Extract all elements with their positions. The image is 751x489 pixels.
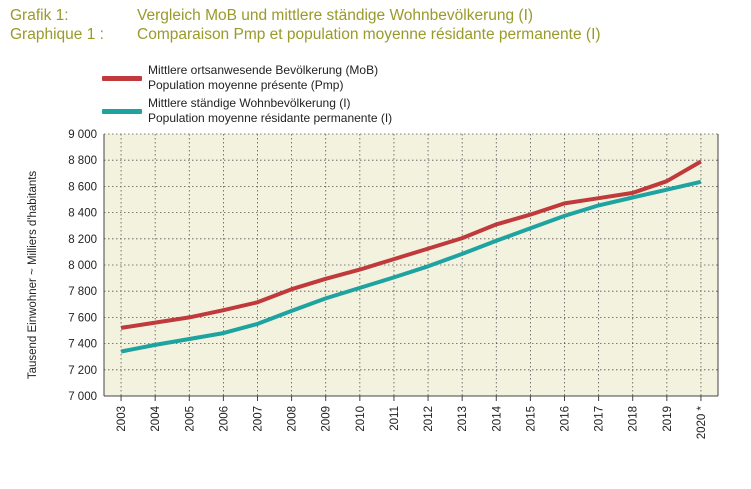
legend-label-mob-fr: Population moyenne présente (Pmp) (148, 78, 344, 92)
plot-area (104, 134, 718, 396)
x-tick-label: 2018 (628, 406, 640, 432)
y-tick-label: 7 000 (68, 391, 97, 403)
legend: Mittlere ortsanwesende Bevölkerung (MoB)… (102, 63, 392, 129)
y-tick-label: 8 600 (68, 181, 97, 193)
x-tick-label: 2016 (560, 406, 572, 432)
legend-label-mob-de: Mittlere ortsanwesende Bevölkerung (MoB) (148, 63, 379, 77)
x-axis-ticks: 2003 2004 2005 2006 2007 2008 2009 2010 2011 2012… (116, 396, 708, 439)
y-axis-ticks: 7 000 7 200 7 400 7 600 7 800 8 000 8 200 8 400… (68, 129, 97, 403)
legend-item-resident: Mittlere ständige Wohnbevölkerung (I) Po… (102, 96, 392, 126)
x-tick-label: 2010 (355, 406, 367, 432)
y-tick-label: 8 800 (68, 155, 97, 167)
x-tick-label: 2006 (218, 406, 230, 432)
x-tick-label: 2014 (491, 405, 503, 431)
y-tick-label: 9 000 (68, 129, 97, 141)
series-lines (120, 159, 702, 354)
y-tick-label: 8 000 (68, 260, 97, 272)
x-tick-label: 2012 (423, 406, 435, 432)
x-tick-label: 2020 * (696, 405, 708, 439)
x-tick-label: 2017 (594, 406, 606, 432)
x-tick-label: 2007 (253, 406, 265, 432)
x-tick-label: 2004 (150, 405, 162, 431)
x-tick-label: 2005 (184, 406, 196, 432)
title-fr-text: Comparaison Pmp et population moyenne ré… (137, 26, 601, 43)
x-tick-label: 2008 (287, 406, 299, 432)
x-tick-label: 2019 (662, 406, 674, 432)
y-tick-label: 8 200 (68, 234, 97, 246)
y-tick-label: 7 400 (68, 339, 97, 351)
series-line-resident (120, 179, 702, 354)
x-tick-label: 2009 (321, 406, 333, 432)
y-tick-label: 7 600 (68, 312, 97, 324)
y-axis-label: Tausend Einwohner ~ Milliers d'habitants (27, 171, 39, 380)
legend-item-mob: Mittlere ortsanwesende Bevölkerung (MoB)… (102, 63, 392, 93)
legend-label-resident-fr: Population moyenne résidante permanente … (148, 111, 393, 125)
y-tick-label: 7 800 (68, 286, 97, 298)
x-tick-label: 2013 (457, 406, 469, 432)
title-fr-number: Graphique 1 : (10, 26, 104, 43)
title-de-text: Vergleich MoB und mittlere ständige Wohn… (137, 7, 534, 24)
legend-swatch-resident (102, 108, 142, 114)
x-tick-label: 2015 (525, 406, 537, 432)
title-de-number: Grafik 1: (10, 7, 69, 24)
x-tick-label: 2003 (116, 406, 128, 432)
y-tick-label: 8 400 (68, 208, 97, 220)
legend-swatch-mob (102, 75, 142, 81)
series-line-mob (120, 159, 702, 330)
grid (103, 133, 719, 397)
chart-title: Grafik 1: Vergleich MoB und mittlere stä… (10, 6, 601, 44)
legend-label-resident-de: Mittlere ständige Wohnbevölkerung (I) (148, 96, 351, 110)
x-tick-label: 2011 (389, 406, 401, 431)
y-tick-label: 7 200 (68, 365, 97, 377)
